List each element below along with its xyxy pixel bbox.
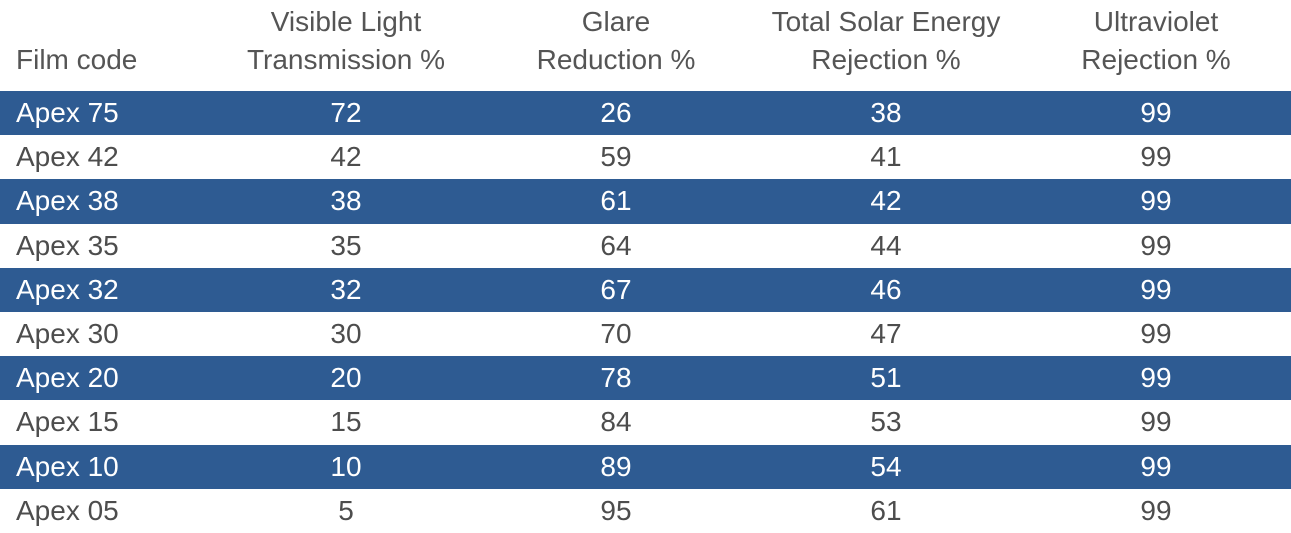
header-label: Glare	[581, 6, 651, 37]
visible-light-cell: 32	[330, 273, 362, 305]
solar-energy-cell: 46	[870, 273, 902, 305]
glare-cell: 59	[600, 141, 632, 173]
glare-cell: 61	[600, 185, 632, 217]
film-code-cell: Apex 20	[16, 362, 119, 394]
table-header: Film code Visible Light Transmission % G…	[0, 0, 1291, 91]
glare-cell: 70	[600, 317, 632, 349]
film-code-cell: Apex 75	[16, 97, 119, 128]
ultraviolet-cell: 99	[1140, 494, 1172, 526]
solar-energy-cell: 53	[870, 406, 902, 438]
film-code-cell: Apex 35	[16, 229, 119, 261]
solar-energy-cell: 54	[870, 450, 902, 482]
header-label: Reduction %	[536, 44, 696, 75]
header-ultraviolet: Ultraviolet Rejection %	[1006, 3, 1291, 79]
glare-cell: 78	[600, 362, 632, 394]
table-row: Apex 38 38 61 42 99	[0, 179, 1291, 224]
ultraviolet-cell: 99	[1140, 229, 1172, 261]
header-label: Ultraviolet	[1093, 6, 1219, 37]
glare-cell: 64	[600, 229, 632, 261]
film-code-cell: Apex 30	[16, 317, 119, 349]
table-row: Apex 30 30 70 47 99	[0, 312, 1291, 356]
table-row: Apex 10 10 89 54 99	[0, 444, 1291, 489]
header-label: Film code	[16, 44, 138, 75]
table-row: Apex 35 35 64 44 99	[0, 224, 1291, 268]
film-code-cell: Apex 32	[16, 273, 119, 305]
header-visible-light: Visible Light Transmission %	[196, 3, 496, 79]
header-label: Rejection %	[811, 44, 961, 75]
glare-cell: 26	[600, 97, 632, 128]
solar-energy-cell: 42	[870, 185, 902, 217]
table-row: Apex 32 32 67 46 99	[0, 267, 1291, 312]
visible-light-cell: 10	[330, 450, 362, 482]
solar-energy-cell: 38	[870, 97, 902, 128]
ultraviolet-cell: 99	[1140, 450, 1172, 482]
visible-light-cell: 72	[330, 97, 362, 128]
visible-light-cell: 42	[330, 141, 362, 173]
glare-cell: 84	[600, 406, 632, 438]
header-label: Transmission %	[246, 44, 446, 75]
header-total-solar: Total Solar Energy Rejection %	[736, 3, 1036, 79]
solar-energy-cell: 41	[870, 141, 902, 173]
visible-light-cell: 38	[330, 185, 362, 217]
film-code-cell: Apex 05	[16, 494, 119, 526]
film-code-cell: Apex 10	[16, 450, 119, 482]
table-row: Apex 42 42 59 41 99	[0, 135, 1291, 179]
table-row: Apex 20 20 78 51 99	[0, 356, 1291, 401]
film-code-cell: Apex 42	[16, 141, 119, 173]
glare-cell: 67	[600, 273, 632, 305]
ultraviolet-cell: 99	[1140, 97, 1172, 128]
ultraviolet-cell: 99	[1140, 141, 1172, 173]
ultraviolet-cell: 99	[1140, 273, 1172, 305]
solar-energy-cell: 51	[870, 362, 902, 394]
ultraviolet-cell: 99	[1140, 406, 1172, 438]
film-code-cell: Apex 15	[16, 406, 119, 438]
header-glare: Glare Reduction %	[466, 3, 766, 79]
table-row: Apex 05 5 95 61 99	[0, 489, 1291, 533]
solar-energy-cell: 47	[870, 317, 902, 349]
solar-energy-cell: 61	[870, 494, 902, 526]
solar-energy-cell: 44	[870, 229, 902, 261]
table-row: Apex 75 72 26 38 99	[0, 91, 1291, 136]
visible-light-cell: 5	[338, 494, 354, 526]
header-label: Rejection %	[1081, 44, 1231, 75]
ultraviolet-cell: 99	[1140, 317, 1172, 349]
film-code-cell: Apex 38	[16, 185, 119, 217]
ultraviolet-cell: 99	[1140, 185, 1172, 217]
ultraviolet-cell: 99	[1140, 362, 1172, 394]
header-film-code: Film code	[16, 41, 137, 79]
visible-light-cell: 20	[330, 362, 362, 394]
header-label: Total Solar Energy	[771, 6, 1001, 37]
visible-light-cell: 15	[330, 406, 362, 438]
visible-light-cell: 35	[330, 229, 362, 261]
glare-cell: 89	[600, 450, 632, 482]
header-label: Visible Light	[270, 6, 422, 37]
visible-light-cell: 30	[330, 317, 362, 349]
glare-cell: 95	[600, 494, 632, 526]
table-row: Apex 15 15 84 53 99	[0, 400, 1291, 444]
